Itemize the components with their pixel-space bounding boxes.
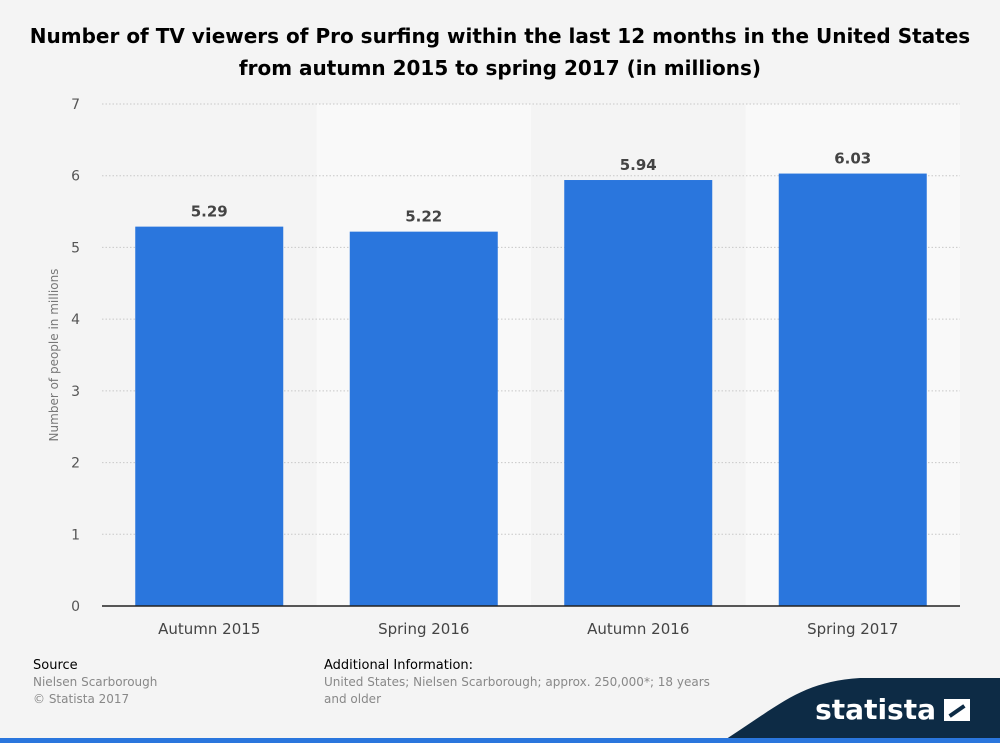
data-labels: 5.29 5.22 5.94 6.03 — [191, 150, 872, 226]
data-label: 6.03 — [834, 150, 871, 168]
source-heading: Source — [33, 658, 78, 673]
info-heading: Additional Information: — [324, 658, 474, 673]
x-tick-label: Spring 2016 — [378, 620, 469, 638]
y-axis-ticks: 0 1 2 3 4 5 6 7 — [71, 97, 80, 615]
bar[interactable] — [349, 231, 498, 606]
info-text: United States; Nielsen Scarborough; appr… — [324, 675, 710, 706]
copyright: © Statista 2017 — [33, 692, 130, 706]
y-tick-label: 3 — [71, 384, 80, 400]
x-axis-labels: Autumn 2015 Spring 2016 Autumn 2016 Spring … — [158, 620, 898, 638]
footer-accent-line — [0, 738, 1000, 743]
chart-title: Number of TV viewers of Pro surfing with… — [29, 24, 971, 80]
y-tick-label: 7 — [71, 97, 80, 113]
bar[interactable] — [135, 226, 284, 607]
additional-info-block: Additional Information: United States; N… — [324, 657, 724, 708]
x-tick-label: Spring 2017 — [807, 620, 898, 638]
y-axis-title: Number of people in millions — [47, 269, 61, 442]
brand-mark-icon — [944, 698, 970, 721]
brand-name: statista — [815, 693, 936, 726]
footer-wave — [720, 678, 1000, 743]
x-tick-label: Autumn 2015 — [158, 620, 260, 638]
y-tick-label: 2 — [71, 456, 80, 472]
y-tick-label: 5 — [71, 240, 80, 256]
y-tick-label: 0 — [71, 599, 80, 615]
bar[interactable] — [778, 173, 927, 606]
y-tick-label: 1 — [71, 527, 80, 543]
source-name: Nielsen Scarborough — [33, 675, 158, 689]
data-label: 5.94 — [620, 156, 657, 174]
bars — [135, 173, 927, 607]
source-block: Source Nielsen Scarborough © Statista 20… — [33, 657, 293, 708]
y-tick-label: 4 — [71, 312, 80, 328]
statista-logo[interactable]: statista — [815, 693, 970, 726]
data-label: 5.29 — [191, 203, 228, 221]
bar[interactable] — [564, 180, 713, 606]
x-tick-label: Autumn 2016 — [587, 620, 689, 638]
data-label: 5.22 — [405, 208, 442, 226]
y-tick-label: 6 — [71, 169, 80, 185]
